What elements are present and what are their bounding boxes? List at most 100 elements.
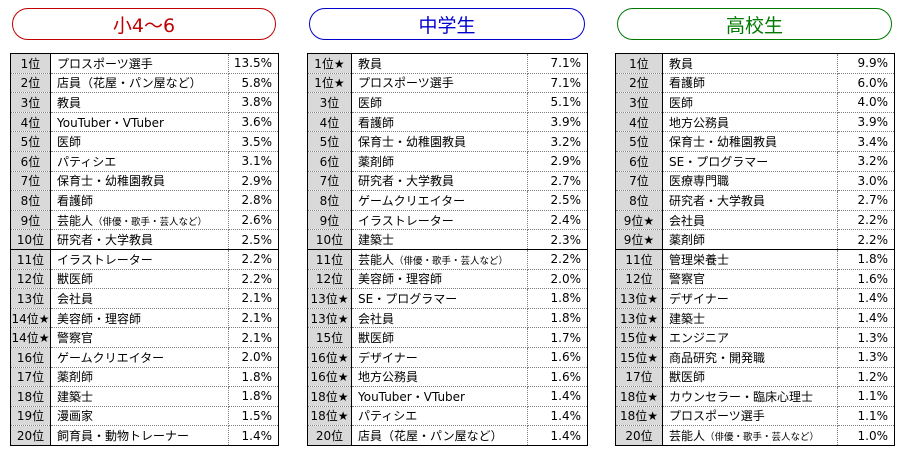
percent-cell: 2.7% [837,190,895,211]
rank-cell: 18位★ [307,386,352,407]
job-label: 研究者・大学教員 [57,233,154,248]
elementary-column: 小4～6 1位 プロスポーツ選手 13.5% 2位 店員（花屋・パン屋など） 5.8% 3位… [10,8,279,446]
percent-cell: 1.3% [837,327,895,348]
job-label: 医師 [358,95,383,110]
table-row: 14位★ 警察官 2.1% [10,327,279,348]
table-row: 12位 警察官 1.6% [615,269,895,290]
job-cell: 建築士 [50,386,229,407]
table-row: 18位★ プロスポーツ選手 1.1% [615,406,895,427]
table-row: 15位★ 商品研究・開発職 1.3% [615,347,895,368]
rank-cell: 13位★ [615,308,663,329]
job-cell: 飼育員・動物トレーナー [50,425,229,446]
job-cell: 店員（花屋・パン屋など） [351,425,528,446]
job-label: 建築士 [669,311,706,326]
rank-cell: 1位★ [307,73,352,94]
table-row: 18位 建築士 1.8% [10,386,279,407]
rank-cell: 4位 [615,112,663,133]
table-row: 12位 獣医師 2.2% [10,269,279,290]
rank-cell: 15位 [307,327,352,348]
rank-cell: 16位 [10,347,51,368]
job-cell: 漫画家 [50,406,229,427]
percent-cell: 2.2% [228,249,279,270]
table-row: 13位★ 会社員 1.8% [307,308,588,329]
job-cell: ゲームクリエイター [50,347,229,368]
job-cell: 研究者・大学教員 [351,171,528,192]
job-label: 薬剤師 [358,154,395,169]
rank-cell: 17位 [10,367,51,388]
rank-cell: 15位★ [615,327,663,348]
table-row: 18位★ パティシエ 1.4% [307,406,588,427]
job-label: 芸能人 [358,252,395,267]
percent-cell: 2.7% [527,171,588,192]
table-row: 8位 看護師 2.8% [10,190,279,211]
table-row: 18位★ YouTuber・VTuber 1.4% [307,386,588,407]
percent-cell: 1.4% [527,406,588,427]
table-row: 19位 漫画家 1.5% [10,406,279,427]
rank-cell: 5位 [615,131,663,152]
job-label: 医師 [57,135,82,150]
percent-cell: 2.3% [527,229,588,250]
job-sublabel: （俳優・歌手・芸人など） [93,216,208,228]
percent-cell: 2.9% [527,151,588,172]
percent-cell: 7.1% [527,53,588,74]
junior-high-title: 中学生 [309,8,585,40]
job-cell: 会社員 [662,210,838,231]
job-label: 保育士・幼稚園教員 [57,174,166,189]
job-cell: プロスポーツ選手 [50,53,229,74]
rank-cell: 3位 [615,92,663,113]
rank-cell: 1位 [615,53,663,74]
job-label: 警察官 [669,272,706,287]
table-row: 17位 薬剤師 1.8% [10,367,279,388]
percent-cell: 2.1% [228,288,279,309]
job-cell: 教員 [50,92,229,113]
job-cell: 医療専門職 [662,171,838,192]
job-cell: プロスポーツ選手 [351,73,528,94]
percent-cell: 1.6% [527,367,588,388]
high-school-title: 高校生 [617,8,892,40]
job-cell: 警察官 [662,269,838,290]
table-row: 2位 看護師 6.0% [615,73,895,94]
percent-cell: 2.2% [527,249,588,270]
percent-cell: 1.4% [241,428,273,443]
percent-cell: 1.8% [228,367,279,388]
percent-cell: 1.8% [527,288,588,309]
percent-cell: 2.1% [228,308,279,329]
job-label: ゲームクリエイター [57,350,165,365]
job-cell: 地方公務員 [662,112,838,133]
job-cell: イラストレーター [50,249,229,270]
table-row: 10位 建築士 2.3% [307,229,588,250]
job-label: パティシエ [57,154,117,169]
table-row: 9位★ 会社員 2.2% [615,210,895,231]
rank-cell: 12位 [10,269,51,290]
job-label: 獣医師 [358,331,395,346]
table-row: 4位 地方公務員 3.9% [615,112,895,133]
rank-cell: 11位 [615,249,663,270]
rank-cell: 20位 [615,425,663,446]
table-row: 1位★ プロスポーツ選手 7.1% [307,73,588,94]
job-label: 芸能人 [57,213,94,228]
percent-cell: 1.8% [228,386,279,407]
rank-cell: 6位 [307,151,352,172]
percent-cell: 1.4% [837,288,895,309]
percent-cell: 3.1% [228,151,279,172]
percent-cell: 5.8% [228,73,279,94]
job-label: 商品研究・開発職 [669,350,766,365]
table-row: 9位★ 薬剤師 2.2% [615,229,895,250]
percent-cell: 1.1% [837,406,895,427]
rank-cell: 13位★ [307,288,352,309]
rank-cell: 2位 [615,73,663,94]
job-label: プロスポーツ選手 [669,409,765,424]
percent-cell: 2.0% [228,347,279,368]
job-label: 研究者・大学教員 [358,174,455,189]
percent-cell: 2.2% [837,210,895,231]
job-cell: デザイナー [351,347,528,368]
job-label: 獣医師 [669,370,706,385]
percent-cell: 1.4% [837,308,895,329]
percent-cell: 3.9% [527,112,588,133]
rank-cell: 9位★ [615,229,663,250]
rank-cell: 1位★ [307,53,352,74]
job-label: 教員 [669,56,694,71]
job-label: SE・プログラマー [358,291,458,306]
job-label: 芸能人 [669,429,706,444]
rank-cell: 7位 [615,171,663,192]
